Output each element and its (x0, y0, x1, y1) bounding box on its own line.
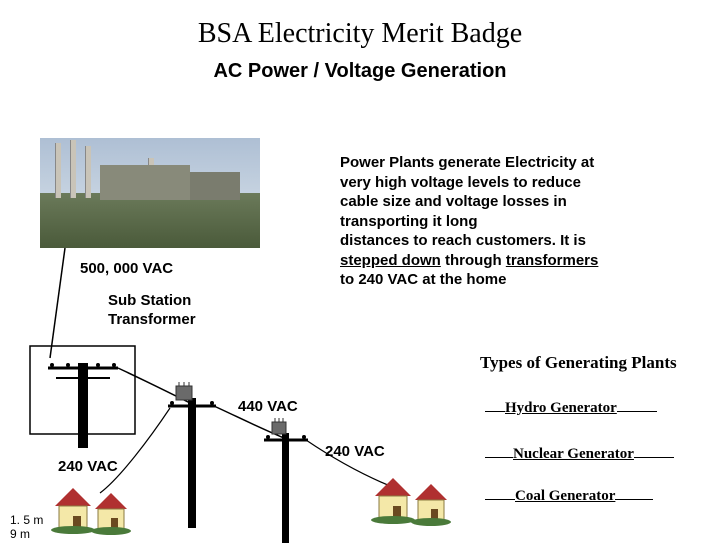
types-heading: Types of Generating Plants (480, 353, 677, 373)
substation-label: Sub Station Transformer (108, 292, 196, 330)
type-coal: Coal Generator (485, 488, 695, 505)
page-title: BSA Electricity Merit Badge (0, 18, 720, 50)
voltage-240-left-label: 240 VAC (58, 458, 118, 475)
utility-pole-1-icon (168, 382, 216, 528)
type-nuclear: Nuclear Generator (485, 446, 695, 463)
power-plant-photo (40, 138, 260, 248)
voltage-440-label: 440 VAC (238, 398, 298, 415)
substation-tower-icon (30, 346, 135, 448)
voltage-500k-label: 500, 000 VAC (80, 260, 173, 277)
houses-right-icon (371, 478, 451, 526)
voltage-240-right-label: 240 VAC (325, 443, 385, 460)
utility-pole-2-icon (264, 418, 308, 543)
page-subtitle: AC Power / Voltage Generation (0, 60, 720, 83)
houses-left-icon (51, 488, 131, 535)
transformer-icon (272, 418, 286, 434)
transformer-icon (176, 382, 192, 400)
dimensions-note: 1. 5 m 9 m (10, 513, 43, 542)
description-text: Power Plants generate Electricity at ver… (340, 153, 680, 290)
type-hydro: Hydro Generator (485, 400, 695, 417)
